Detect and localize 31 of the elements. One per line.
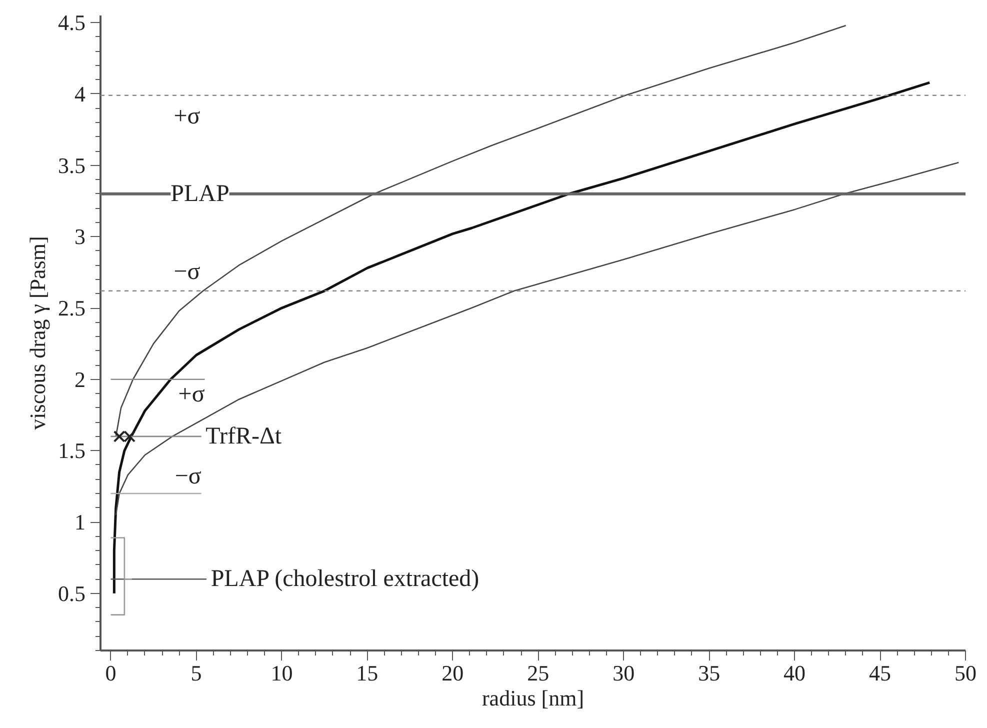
x-tick-label: 30 bbox=[612, 660, 635, 686]
x-tick-label: 25 bbox=[527, 660, 550, 686]
series-label: −σ bbox=[174, 464, 202, 490]
x-tick-label: 40 bbox=[784, 660, 806, 686]
ref-line-label: −σ bbox=[174, 258, 200, 285]
x-tick-label: 5 bbox=[190, 660, 202, 686]
line-series bbox=[115, 162, 960, 516]
x-tick-label: 10 bbox=[270, 660, 293, 686]
y-tick-label: 2.5 bbox=[58, 296, 86, 321]
series-label: TrfR-Δt bbox=[206, 423, 282, 450]
y-axis-title: viscous drag γ [Pasm] bbox=[25, 236, 50, 430]
y-tick-label: 4 bbox=[74, 81, 86, 106]
x-tick-label: 0 bbox=[105, 660, 116, 686]
y-tick-label: 2 bbox=[74, 366, 86, 392]
x-tick-label: 45 bbox=[869, 660, 892, 686]
x-tick-label: 15 bbox=[356, 660, 378, 686]
line-series bbox=[112, 81, 931, 595]
series-label: +σ bbox=[178, 381, 205, 408]
y-tick-label: 1.5 bbox=[58, 438, 86, 464]
x-axis-title: radius [nm] bbox=[482, 686, 584, 710]
y-tick-label: 0.5 bbox=[58, 580, 86, 606]
y-tick-label: 1 bbox=[74, 510, 86, 535]
x-tick-label: 50 bbox=[954, 660, 976, 686]
x-tick-label: 20 bbox=[442, 660, 464, 686]
y-tick-label: 3.5 bbox=[58, 152, 86, 178]
y-tick-label: 3 bbox=[74, 224, 86, 250]
series-label: PLAP (cholestrol extracted) bbox=[210, 566, 480, 592]
ref-line-label: PLAP bbox=[170, 180, 230, 207]
x-tick-label: 35 bbox=[698, 660, 720, 686]
ref-line-label: +σ bbox=[174, 103, 200, 130]
y-tick-label: 4.5 bbox=[58, 10, 86, 36]
